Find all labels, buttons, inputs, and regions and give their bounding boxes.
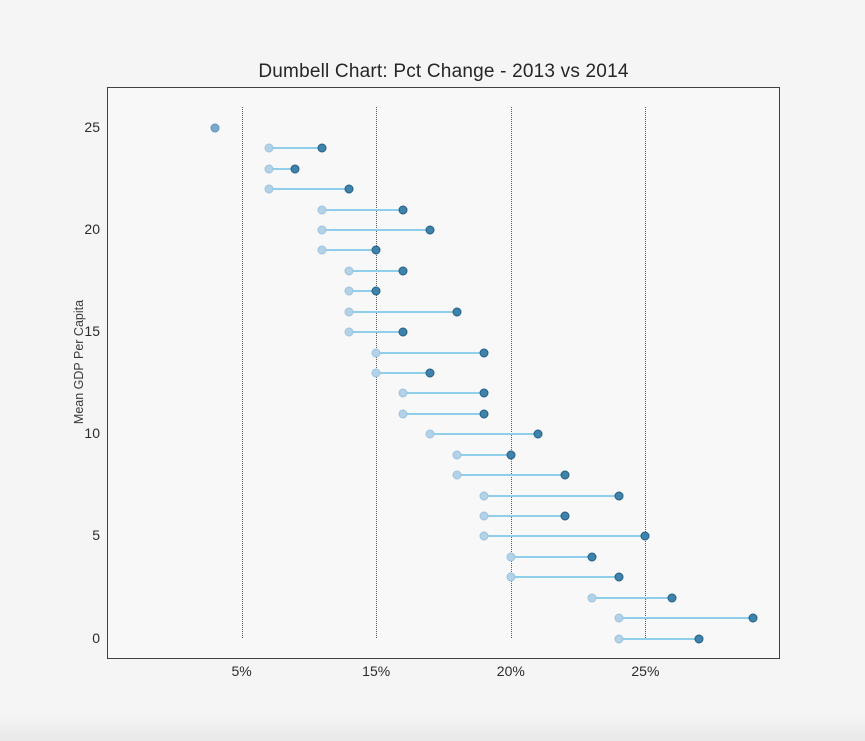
data-point-2013 <box>479 388 489 398</box>
dumbbell-connector-line <box>483 494 619 497</box>
data-point-2014 <box>264 164 273 174</box>
dumbbell-connector-line <box>403 392 484 395</box>
data-point-2014 <box>587 593 597 603</box>
data-point-2013 <box>560 511 570 521</box>
vertical-gridline <box>645 107 647 639</box>
data-point-2014 <box>264 184 273 194</box>
data-point-2014 <box>614 613 623 623</box>
data-point-2014 <box>371 368 381 378</box>
data-point-2013 <box>587 552 597 562</box>
data-point-2013 <box>317 143 327 153</box>
data-point-2013 <box>398 327 408 337</box>
data-point-2013 <box>748 613 758 623</box>
dumbbell-connector-line <box>268 188 350 191</box>
dumbbell-connector-line <box>349 331 404 334</box>
data-point-2014 <box>398 388 408 398</box>
data-point-2014 <box>479 511 489 521</box>
dumbbell-connector-line <box>349 269 404 272</box>
data-point-2013 <box>398 266 408 276</box>
data-point-2013 <box>667 593 677 603</box>
data-point-2013 <box>479 348 489 358</box>
data-point-2013 <box>640 531 650 541</box>
data-point-2013 <box>614 491 623 501</box>
data-point-2014 <box>344 266 354 276</box>
dumbbell-connector-line <box>457 453 511 456</box>
data-point-2013 <box>533 429 543 439</box>
data-point-2014 <box>479 531 489 541</box>
data-point-2013 <box>452 307 462 317</box>
data-point-2013 <box>344 184 354 194</box>
data-point-2013 <box>479 409 489 419</box>
dumbbell-connector-line <box>349 290 377 293</box>
x-tick-label: 20% <box>496 663 525 679</box>
data-point-2013 <box>290 164 300 174</box>
data-point-2014 <box>479 491 489 501</box>
dumbbell-connector-line <box>457 474 565 477</box>
y-tick-label: 0 <box>92 629 100 646</box>
data-point-2014 <box>264 143 273 153</box>
vertical-gridline <box>241 107 243 639</box>
dumbbell-connector-line <box>618 637 700 640</box>
data-point-2013 <box>425 368 435 378</box>
y-tick-label: 20 <box>84 221 100 237</box>
data-point-2013 <box>371 245 381 255</box>
y-tick-label: 15 <box>84 323 100 340</box>
chart-title: Dumbell Chart: Pct Change - 2013 vs 2014 <box>258 61 629 82</box>
dumbbell-connector-line <box>376 372 430 374</box>
y-tick-label: 25 <box>84 118 100 135</box>
dumbbell-connector-line <box>430 433 538 436</box>
data-point-2013 <box>560 470 570 480</box>
x-tick-label: 15% <box>362 663 391 679</box>
dumbbell-connector-line <box>483 535 646 538</box>
dumbbell-connector-line <box>349 310 457 313</box>
data-point-2014 <box>398 409 408 419</box>
dumbbell-connector-line <box>268 167 296 170</box>
data-point-2014 <box>425 429 435 439</box>
data-point-2014 <box>344 286 354 296</box>
data-point-2014 <box>317 225 327 235</box>
x-tick-label: 25% <box>631 663 660 679</box>
dumbbell-connector-line <box>591 596 673 599</box>
data-point-overlap <box>210 123 220 133</box>
plot-area <box>107 87 780 659</box>
y-tick-label: 10 <box>84 425 100 442</box>
data-point-2014 <box>344 307 354 317</box>
data-point-2013 <box>694 634 704 644</box>
data-point-2014 <box>614 634 623 644</box>
dumbbell-connector-line <box>483 515 565 517</box>
dumbbell-connector-line <box>618 617 754 620</box>
data-point-2013 <box>506 450 516 460</box>
data-point-2014 <box>452 470 462 480</box>
data-point-2014 <box>317 245 327 255</box>
dumbbell-connector-line <box>322 249 377 252</box>
data-point-2013 <box>371 286 381 296</box>
dumbbell-connector-line <box>403 412 484 415</box>
x-tick-label: 5% <box>231 663 252 679</box>
dumbbell-connector-line <box>268 147 323 150</box>
data-point-2013 <box>398 205 408 215</box>
bottom-shadow-gradient <box>0 715 865 741</box>
y-axis-label: Mean GDP Per Capita <box>72 299 86 425</box>
data-point-2014 <box>506 552 516 562</box>
vertical-gridline <box>510 107 512 639</box>
dumbbell-connector-line <box>376 351 484 354</box>
data-point-2013 <box>425 225 435 235</box>
data-point-2014 <box>317 205 327 215</box>
data-point-2014 <box>344 327 354 337</box>
data-point-2013 <box>614 572 623 582</box>
data-point-2014 <box>506 572 516 582</box>
dumbbell-connector-line <box>322 229 431 231</box>
dumbbell-connector-line <box>510 555 592 558</box>
y-tick-label: 5 <box>92 527 100 544</box>
dumbbell-connector-line <box>510 576 619 579</box>
data-point-2014 <box>371 348 381 358</box>
dumbbell-connector-line <box>322 208 404 211</box>
data-point-2014 <box>452 450 462 460</box>
